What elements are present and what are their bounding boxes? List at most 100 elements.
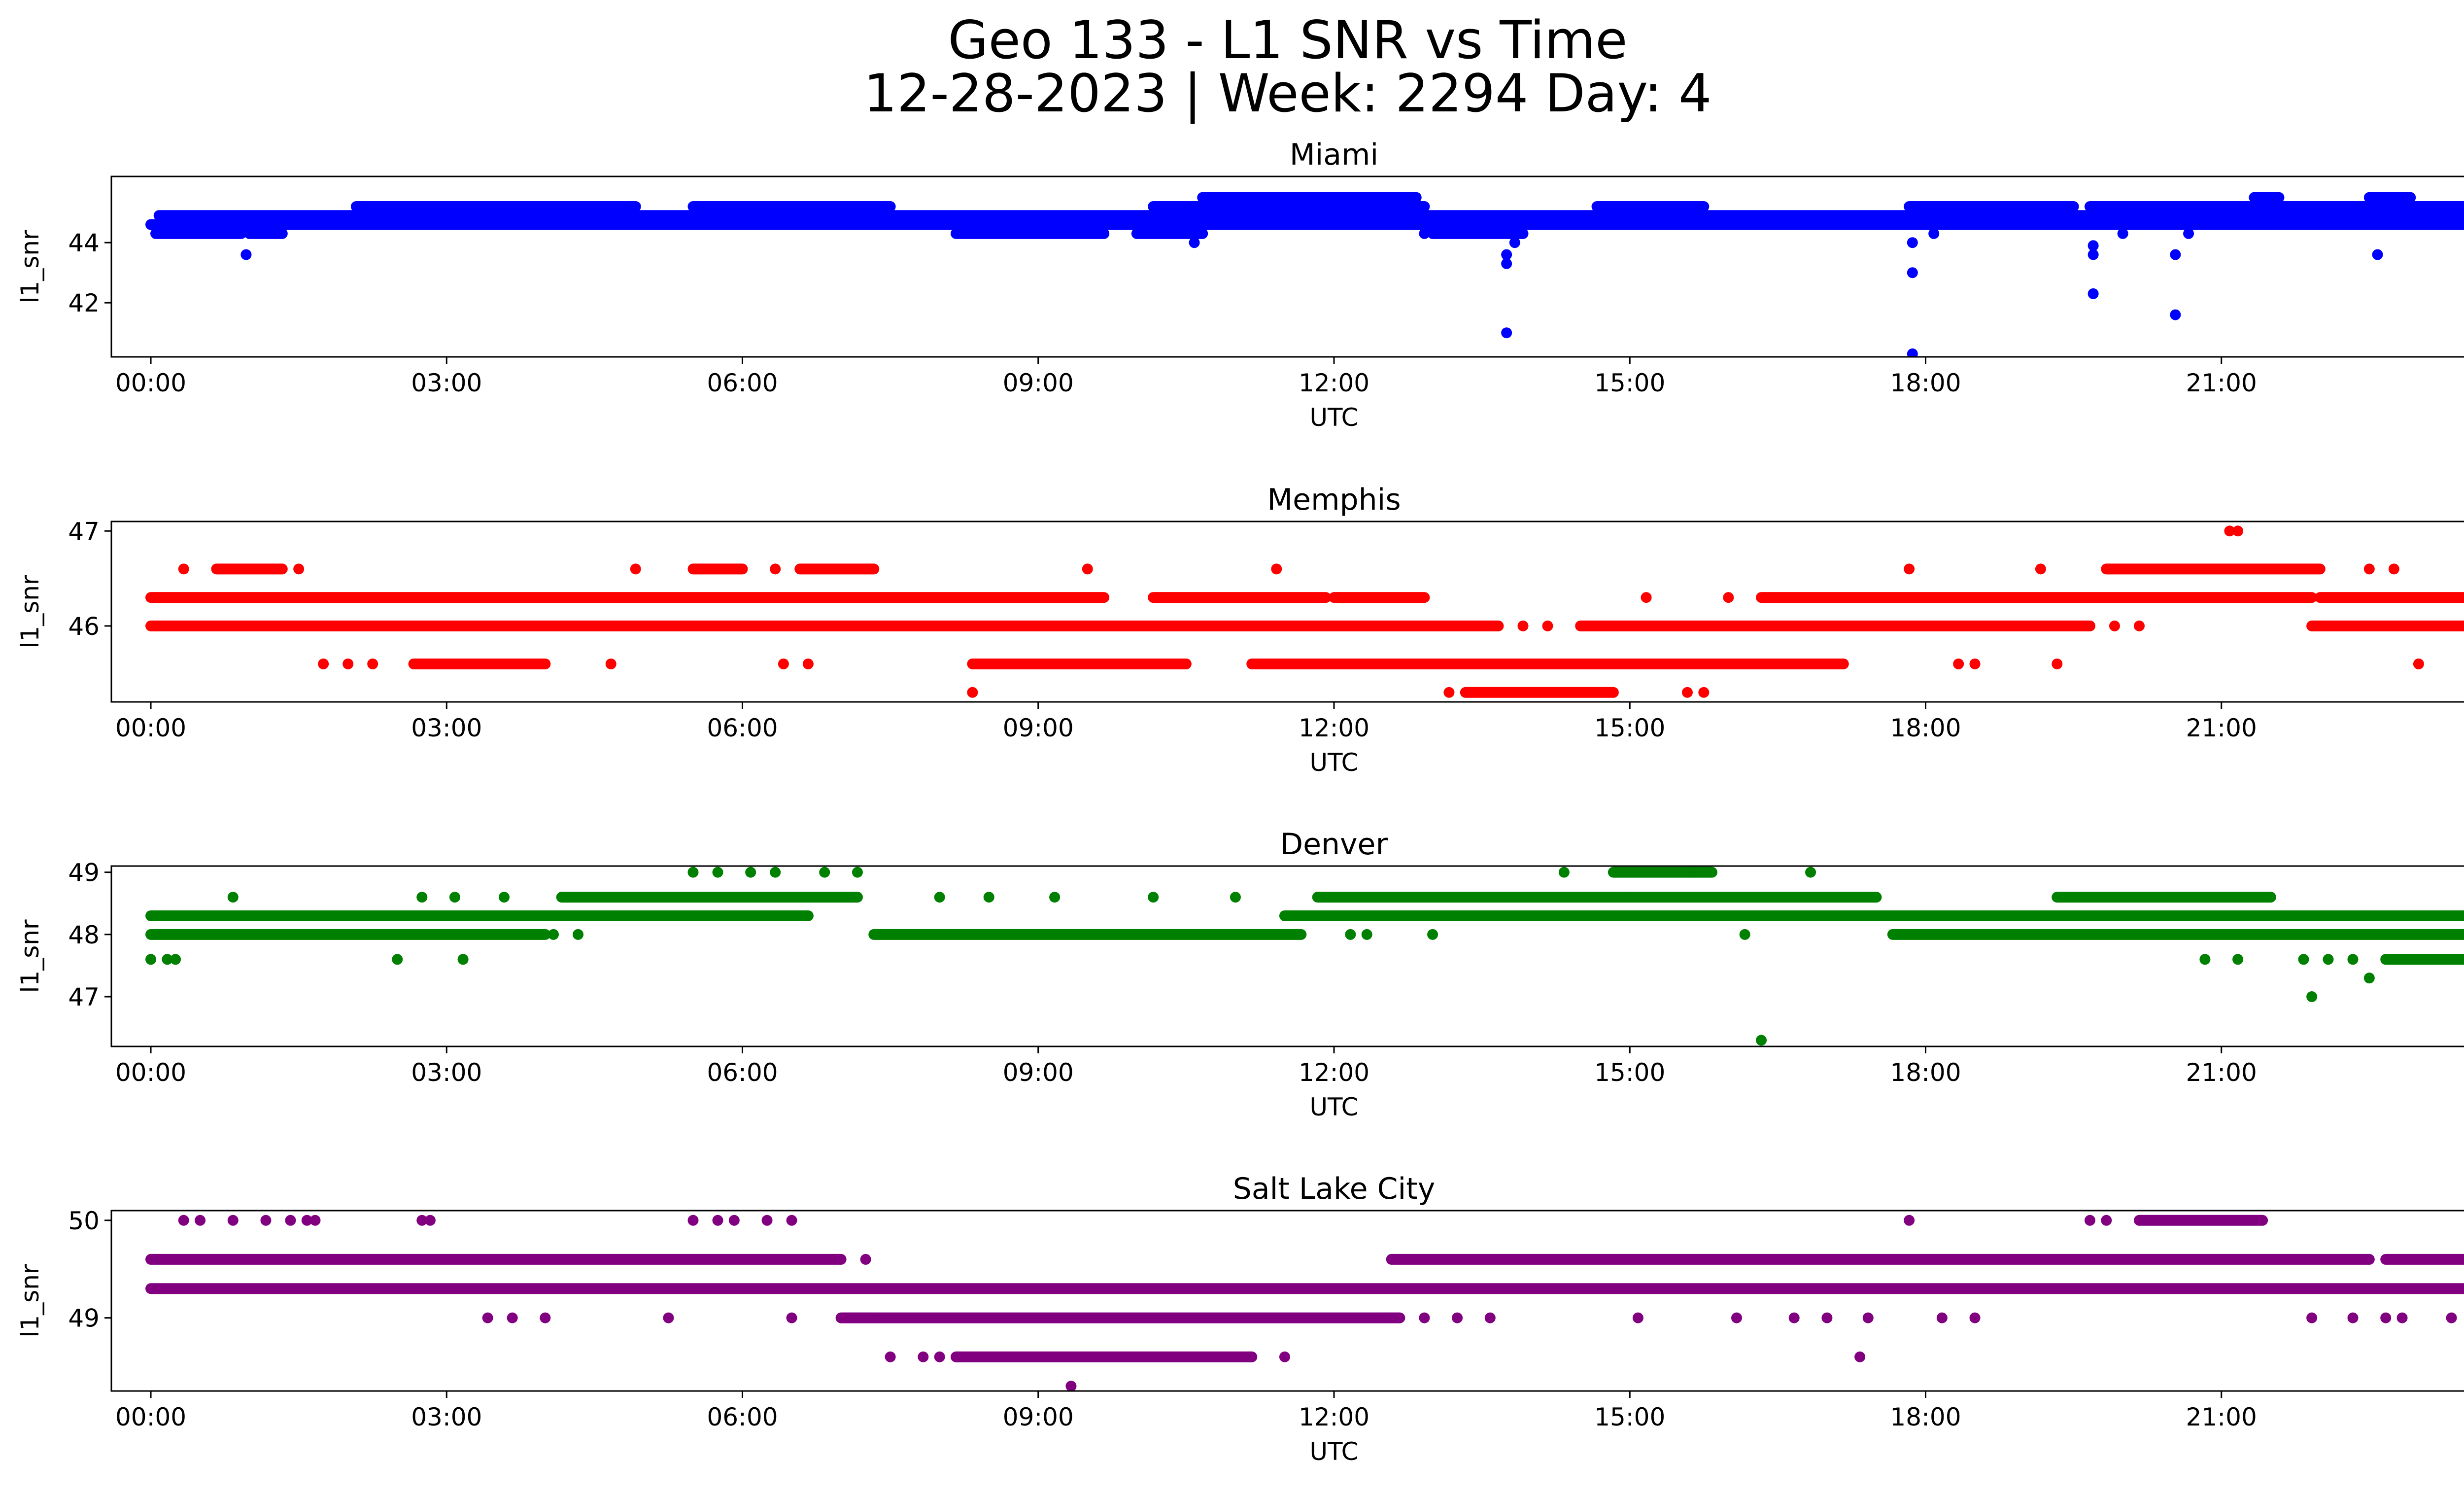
axes-frame <box>110 521 2464 703</box>
scatter-point <box>1443 687 1455 698</box>
x-tick-label: 15:00 <box>1594 369 1665 397</box>
x-tick-label: 18:00 <box>1890 1403 1961 1431</box>
scatter-point <box>2088 240 2099 251</box>
scatter-band <box>2249 192 2285 203</box>
scatter-point <box>1854 1351 1866 1362</box>
scatter-point <box>540 1312 551 1323</box>
scatter-point <box>983 892 994 903</box>
scatter-point <box>1739 929 1750 940</box>
scatter-point <box>367 658 378 669</box>
scatter-point <box>1723 592 1734 603</box>
scatter-points <box>145 1215 2464 1391</box>
scatter-point <box>630 563 641 575</box>
x-tick-label: 03:00 <box>411 1058 482 1087</box>
scatter-point <box>548 929 559 940</box>
scatter-point <box>1279 1351 1290 1362</box>
scatter-point <box>2109 620 2120 631</box>
scatter-band <box>794 563 880 575</box>
x-tick-label: 09:00 <box>1003 1403 1074 1431</box>
x-tick-label: 06:00 <box>707 369 778 397</box>
x-tick-label: 21:00 <box>2186 714 2257 742</box>
scatter-band <box>2084 201 2464 212</box>
scatter-point <box>2133 620 2145 631</box>
scatter-point <box>1969 1312 1981 1323</box>
scatter-band <box>1756 592 2318 603</box>
scatter-band <box>967 658 1192 669</box>
subplot-title: Salt Lake City <box>1233 1172 1436 1206</box>
scatter-band <box>2101 563 2326 575</box>
x-tick-label: 00:00 <box>115 369 186 397</box>
scatter-point <box>1731 1312 1742 1323</box>
x-tick-label: 00:00 <box>115 1403 186 1431</box>
scatter-point <box>1558 867 1570 878</box>
scatter-point <box>2347 1312 2359 1323</box>
x-tick-label: 03:00 <box>411 714 482 742</box>
scatter-point <box>1907 237 1918 248</box>
scatter-point <box>1788 1312 1800 1323</box>
scatter-point <box>1484 1312 1496 1323</box>
scatter-point <box>1862 1312 1874 1323</box>
scatter-point <box>2388 563 2399 575</box>
scatter-point <box>2232 954 2244 965</box>
scatter-point <box>1936 1312 1948 1323</box>
scatter-point <box>1361 929 1372 940</box>
scatter-point <box>1681 687 1693 698</box>
y-tick-label: 47 <box>68 517 100 546</box>
scatter-point <box>240 249 252 260</box>
scatter-point <box>162 954 173 965</box>
scatter-point <box>178 563 189 575</box>
x-tick-label: 12:00 <box>1299 1403 1369 1431</box>
scatter-point <box>227 1215 239 1226</box>
scatter-band <box>1148 201 1430 212</box>
scatter-point <box>1928 228 1940 239</box>
scatter-band <box>1197 192 1422 203</box>
x-tick-label: 00:00 <box>115 1058 186 1087</box>
subplot-title: Denver <box>1280 827 1388 862</box>
scatter-point <box>2199 954 2211 965</box>
scatter-point <box>1907 348 1918 357</box>
scatter-point <box>2088 288 2099 299</box>
scatter-point <box>1082 563 1093 575</box>
x-tick-label: 21:00 <box>2186 369 2257 397</box>
x-axis-label: UTC <box>1309 1437 1358 1466</box>
scatter-band <box>145 929 551 940</box>
scatter-point <box>170 954 181 965</box>
scatter-band <box>687 201 896 212</box>
scatter-band <box>2306 620 2464 631</box>
scatter-point <box>507 1312 518 1323</box>
y-tick-label: 47 <box>68 983 100 1011</box>
x-axis-label: UTC <box>1309 1093 1358 1121</box>
y-axis-label: l1_snr <box>16 575 44 648</box>
scatter-point <box>885 1351 896 1362</box>
scatter-point <box>1419 228 1430 239</box>
scatter-point <box>712 1215 723 1226</box>
x-tick-label: 12:00 <box>1299 1058 1369 1087</box>
scatter-point <box>2347 954 2359 965</box>
y-tick-label: 48 <box>68 921 100 949</box>
scatter-point <box>1805 867 1816 878</box>
scatter-point <box>449 892 460 903</box>
x-tick-label: 21:00 <box>2186 1058 2257 1087</box>
scatter-band <box>408 658 551 669</box>
scatter-point <box>1271 563 1282 575</box>
scatter-point <box>318 658 329 669</box>
scatter-point <box>778 658 789 669</box>
scatter-band <box>1460 687 1619 698</box>
scatter-point <box>1148 892 1159 903</box>
scatter-band <box>145 910 650 921</box>
scatter-point <box>195 1215 206 1226</box>
scatter-band <box>1279 910 2464 921</box>
scatter-band <box>2052 892 2276 903</box>
scatter-point <box>852 867 863 878</box>
y-axis-label: l1_snr <box>16 1264 44 1337</box>
x-axis-label: UTC <box>1309 748 1358 777</box>
scatter-band <box>1246 658 1849 669</box>
scatter-band <box>1608 867 1717 878</box>
x-tick-label: 15:00 <box>1594 1058 1665 1087</box>
y-tick-label: 49 <box>68 859 100 887</box>
scatter-point <box>416 1215 428 1226</box>
scatter-point <box>819 867 830 878</box>
scatter-point <box>786 1215 797 1226</box>
scatter-point <box>1419 1312 1430 1323</box>
subplot-title: Miami <box>1290 138 1378 172</box>
